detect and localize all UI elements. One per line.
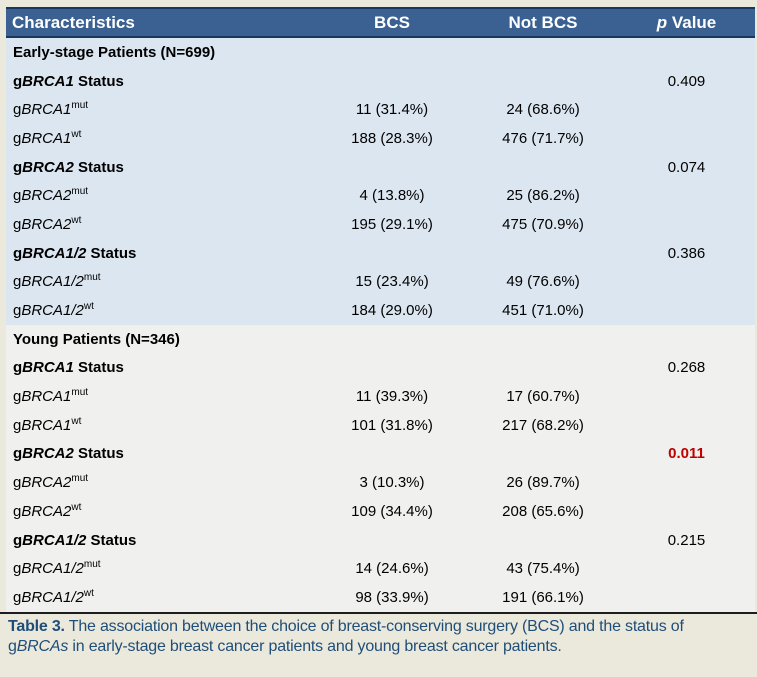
not-bcs-value: 475 (70.9%)	[502, 215, 584, 233]
not-bcs-value: 191 (66.1%)	[502, 588, 584, 606]
data-row: gBRCA1mut 11 (39.3%) 17 (60.7%)	[6, 382, 755, 411]
bcs-value: 101 (31.8%)	[351, 416, 433, 434]
not-bcs-value: 49 (76.6%)	[506, 273, 580, 291]
row-label: gBRCA1wt	[13, 415, 82, 434]
not-bcs-value: 25 (86.2%)	[506, 187, 580, 205]
not-bcs-value: 451 (71.0%)	[502, 302, 584, 320]
table-caption: Table 3. The association between the cho…	[0, 611, 757, 658]
p-value: 0.215	[667, 531, 706, 549]
data-row: gBRCA1/2mut 15 (23.4%) 49 (76.6%)	[6, 268, 755, 297]
data-row: gBRCA1/2mut 14 (24.6%) 43 (75.4%)	[6, 554, 755, 583]
data-row: gBRCA2mut 4 (13.8%) 25 (86.2%)	[6, 181, 755, 210]
group-label: gBRCA2 Status	[13, 158, 124, 176]
row-label: gBRCA1/2mut	[13, 559, 101, 578]
row-label: gBRCA2wt	[13, 214, 82, 233]
row-label: gBRCA2mut	[13, 473, 89, 492]
row-label: gBRCA1mut	[13, 100, 89, 119]
p-value: 0.409	[667, 72, 706, 90]
data-row: gBRCA1wt 188 (28.3%) 476 (71.7%)	[6, 124, 755, 153]
col-header-not-bcs: Not BCS	[508, 12, 578, 32]
data-row: gBRCA1wt 101 (31.8%) 217 (68.2%)	[6, 411, 755, 440]
p-value-significant: 0.011	[668, 445, 705, 463]
row-label: gBRCA1/2mut	[13, 272, 101, 291]
row-label: gBRCA1mut	[13, 387, 89, 406]
data-row: gBRCA1/2wt 184 (29.0%) 451 (71.0%)	[6, 296, 755, 325]
group-label: gBRCA2 Status	[13, 445, 124, 463]
row-label: gBRCA1/2wt	[13, 301, 94, 320]
col-header-bcs: BCS	[374, 12, 410, 32]
bcs-value: 98 (33.9%)	[355, 588, 429, 606]
bcs-value: 195 (29.1%)	[351, 215, 433, 233]
section-title: Young Patients (N=346)	[13, 330, 180, 348]
bcs-value: 11 (31.4%)	[355, 101, 429, 119]
row-label: gBRCA2mut	[13, 186, 89, 205]
section-young: Young Patients (N=346) gBRCA1 Status 0.2…	[6, 324, 755, 612]
section-title-row: Early-stage Patients (N=699)	[6, 38, 755, 67]
bcs-value: 14 (24.6%)	[355, 560, 429, 578]
data-row: gBRCA1/2wt 98 (33.9%) 191 (66.1%)	[6, 583, 755, 612]
bcs-value: 15 (23.4%)	[355, 273, 429, 291]
bcs-value: 3 (10.3%)	[359, 474, 425, 492]
group-header-row: gBRCA2 Status 0.074	[6, 153, 755, 182]
row-label: gBRCA1wt	[13, 128, 82, 147]
section-title: Early-stage Patients (N=699)	[13, 43, 216, 61]
not-bcs-value: 208 (65.6%)	[502, 502, 584, 520]
association-table: Characteristics BCS Not BCS p Value Earl…	[6, 7, 755, 612]
data-row: gBRCA2wt 195 (29.1%) 475 (70.9%)	[6, 210, 755, 239]
col-header-characteristics: Characteristics	[12, 12, 135, 32]
section-title-row: Young Patients (N=346)	[6, 325, 755, 354]
group-header-row: gBRCA1 Status 0.268	[6, 354, 755, 383]
data-row: gBRCA2mut 3 (10.3%) 26 (89.7%)	[6, 468, 755, 497]
not-bcs-value: 24 (68.6%)	[506, 101, 580, 119]
row-label: gBRCA2wt	[13, 501, 82, 520]
group-label: gBRCA1/2 Status	[13, 244, 137, 262]
caption-label: Table 3.	[8, 617, 65, 635]
not-bcs-value: 217 (68.2%)	[502, 416, 584, 434]
data-row: gBRCA1mut 11 (31.4%) 24 (68.6%)	[6, 95, 755, 124]
not-bcs-value: 17 (60.7%)	[506, 388, 580, 406]
group-label: gBRCA1/2 Status	[13, 531, 137, 549]
not-bcs-value: 26 (89.7%)	[506, 474, 580, 492]
table-header-row: Characteristics BCS Not BCS p Value	[6, 7, 755, 38]
p-value: 0.074	[667, 158, 706, 176]
bcs-value: 11 (39.3%)	[355, 388, 429, 406]
group-header-row: gBRCA2 Status 0.011	[6, 440, 755, 469]
group-header-row: gBRCA1/2 Status 0.215	[6, 526, 755, 555]
row-label: gBRCA1/2wt	[13, 587, 94, 606]
group-header-row: gBRCA1/2 Status 0.386	[6, 239, 755, 268]
group-label: gBRCA1 Status	[13, 359, 124, 377]
p-value: 0.386	[667, 244, 706, 262]
bcs-value: 188 (28.3%)	[351, 129, 433, 147]
not-bcs-value: 476 (71.7%)	[502, 129, 584, 147]
group-label: gBRCA1 Status	[13, 72, 124, 90]
not-bcs-value: 43 (75.4%)	[506, 560, 580, 578]
group-header-row: gBRCA1 Status 0.409	[6, 67, 755, 96]
bcs-value: 184 (29.0%)	[351, 302, 433, 320]
data-row: gBRCA2wt 109 (34.4%) 208 (65.6%)	[6, 497, 755, 526]
bcs-value: 4 (13.8%)	[359, 187, 425, 205]
col-header-p-value: p Value	[656, 12, 717, 32]
bcs-value: 109 (34.4%)	[351, 502, 433, 520]
section-early-stage: Early-stage Patients (N=699) gBRCA1 Stat…	[6, 38, 755, 325]
p-value: 0.268	[667, 359, 706, 377]
